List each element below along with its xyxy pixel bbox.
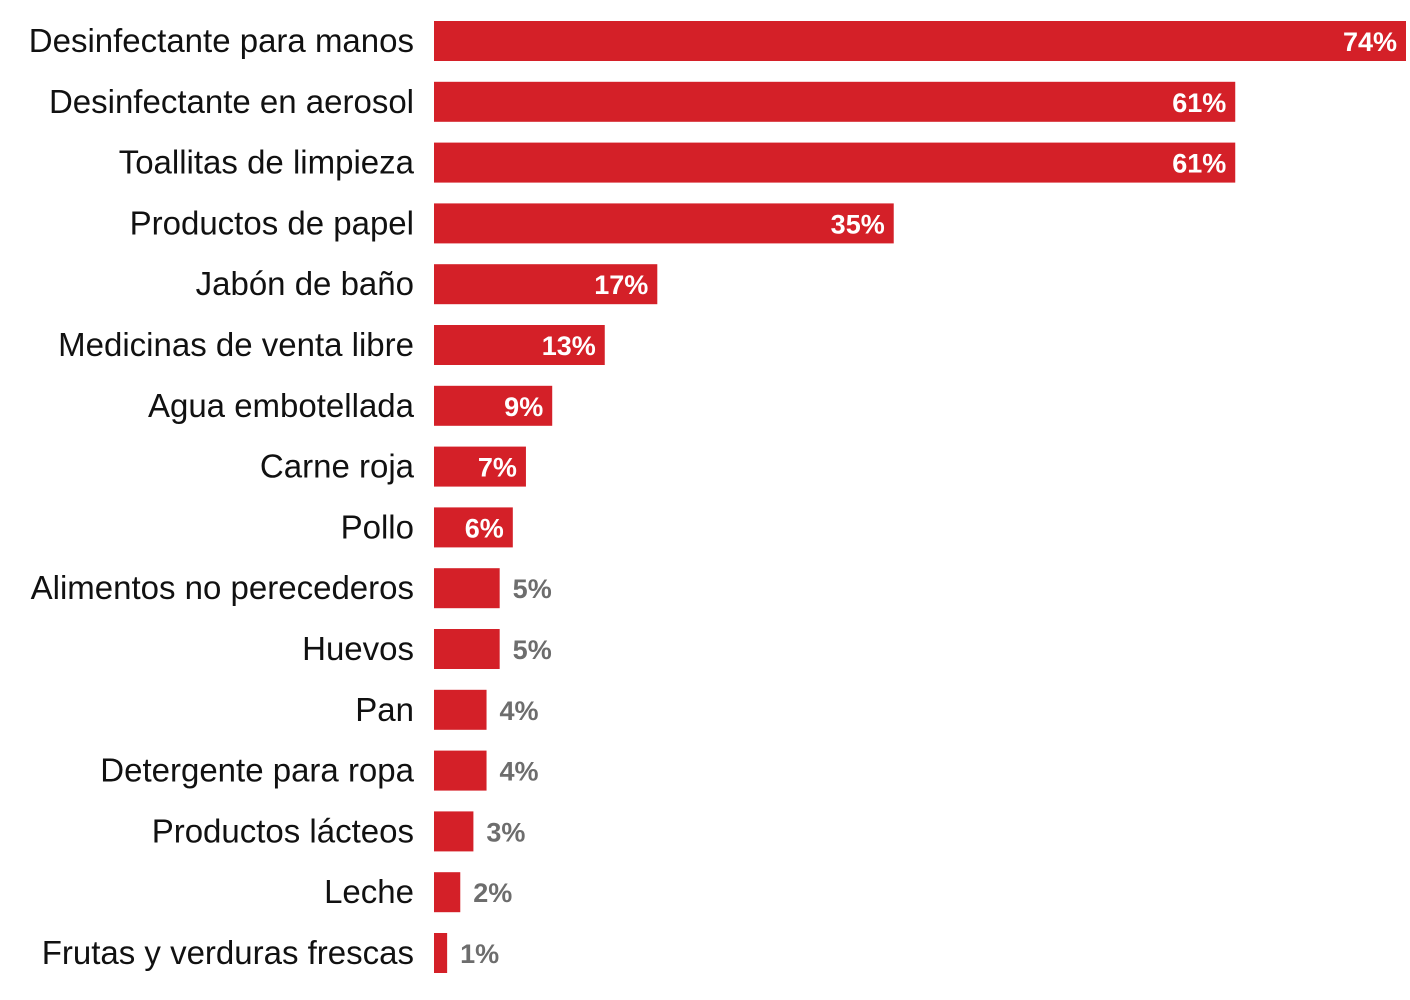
- bar: [434, 385, 553, 426]
- category-label: Toallitas de limpieza: [119, 144, 415, 181]
- bars: [434, 21, 1406, 973]
- bar: [434, 689, 487, 730]
- bar: [434, 872, 461, 913]
- category-label: Desinfectante en aerosol: [49, 83, 414, 120]
- value-label: 3%: [486, 817, 525, 847]
- category-label: Productos lácteos: [152, 812, 414, 849]
- bar: [434, 446, 526, 487]
- value-label: 17%: [594, 270, 648, 300]
- category-label: Leche: [324, 873, 414, 910]
- category-label: Pan: [355, 691, 414, 728]
- value-label: 4%: [500, 757, 539, 787]
- category-labels: Desinfectante para manos Desinfectante en…: [29, 22, 415, 971]
- value-label: 74%: [1343, 27, 1397, 57]
- value-label: 7%: [478, 453, 517, 483]
- value-labels: 74% 61% 61% 35% 17% 13% 9% 7% 6% 5% 5% 4% 4% 3% 2% 1%: [460, 27, 1397, 969]
- category-label: Huevos: [302, 630, 414, 667]
- category-label: Productos de papel: [130, 204, 414, 241]
- bar: [434, 629, 500, 669]
- value-label: 13%: [542, 331, 596, 361]
- category-label: Medicinas de venta libre: [58, 326, 414, 363]
- category-label: Pollo: [341, 508, 414, 545]
- bar: [434, 264, 658, 305]
- bar: [434, 811, 474, 852]
- value-label: 5%: [513, 635, 552, 665]
- category-label: Alimentos no perecederos: [31, 569, 414, 606]
- category-label: Detergente para ropa: [100, 752, 414, 789]
- category-label: Jabón de baño: [196, 265, 414, 302]
- bar: [434, 81, 1236, 122]
- category-label: Frutas y verduras frescas: [42, 934, 414, 971]
- bar: [434, 203, 894, 244]
- bar: [434, 142, 1236, 183]
- value-label: 4%: [500, 696, 539, 726]
- bar: [434, 507, 513, 548]
- value-label: 61%: [1172, 88, 1226, 118]
- bar: [434, 568, 500, 609]
- value-label: 9%: [504, 392, 543, 422]
- value-label: 5%: [513, 574, 552, 604]
- bar: [434, 933, 448, 973]
- category-label: Carne roja: [260, 448, 415, 485]
- value-label: 2%: [473, 878, 512, 908]
- category-label: Agua embotellada: [148, 387, 415, 424]
- category-label: Desinfectante para manos: [29, 22, 414, 59]
- bar: [434, 750, 487, 791]
- value-label: 35%: [831, 209, 885, 239]
- value-label: 1%: [460, 939, 499, 969]
- value-label: 61%: [1172, 149, 1226, 179]
- value-label: 6%: [465, 513, 504, 543]
- bar: [434, 325, 605, 365]
- bar: [434, 21, 1406, 61]
